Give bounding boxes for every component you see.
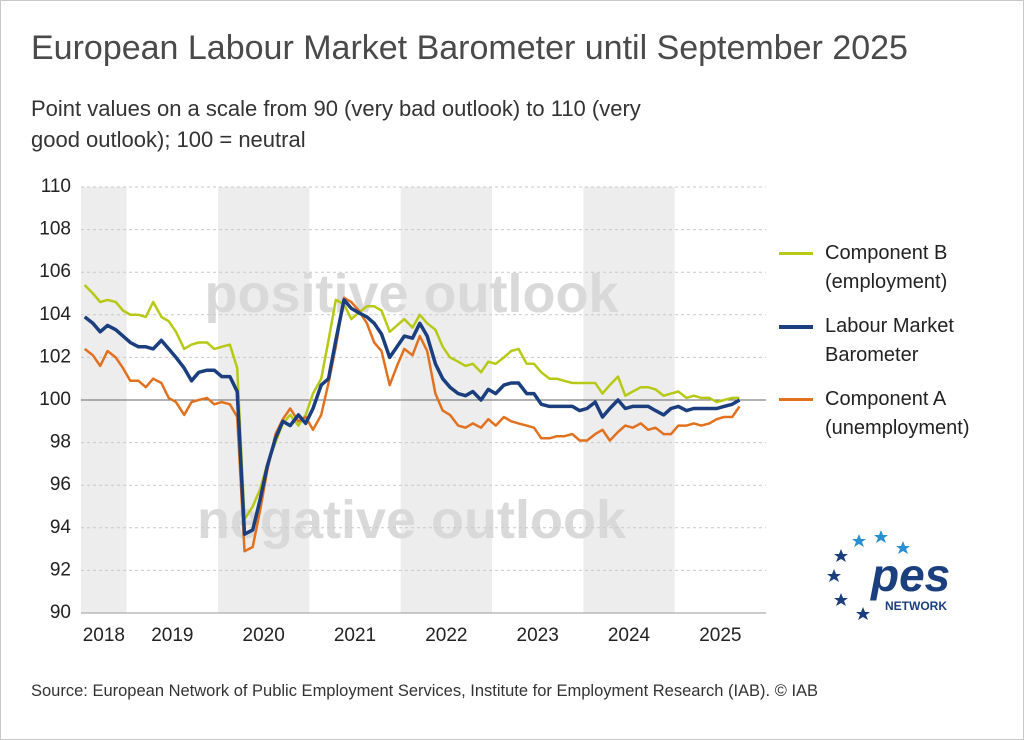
x-tick-label: 2022 [425,625,467,646]
y-tick-label: 96 [50,474,71,495]
y-tick-label: 106 [39,261,71,282]
annotation: negative outlook [197,490,627,550]
source: Source: European Network of Public Emplo… [31,682,819,700]
annotation: positive outlook [204,264,619,324]
chart-title: European Labour Market Barometer until S… [31,29,908,67]
y-tick-label: 90 [50,602,71,623]
x-tick-label: 2021 [334,625,376,646]
x-tick-label: 2018 [83,625,125,646]
legend-swatch [779,325,813,329]
series-line [83,296,741,553]
y-tick-label: 108 [39,219,71,240]
series-line [83,298,741,536]
y-tick-label: 100 [39,389,71,410]
legend-item: Component B (employment) [779,239,1015,297]
y-tick-label: 110 [41,176,71,197]
y-tick-label: 92 [50,559,71,580]
chart-subtitle: Point values on a scale from 90 (very ba… [31,96,641,152]
x-tick-label: 2020 [243,625,285,646]
y-tick-label: 94 [50,517,72,538]
legend-item: Component A (unemployment) [779,385,1015,443]
logo-text: pes [869,549,950,601]
legend-label: Component A (unemployment) [825,388,970,439]
logo-stars [827,530,910,620]
x-tick-label: 2024 [608,625,651,646]
legend-label: Labour Market Barometer [825,315,954,366]
legend-swatch [779,252,813,255]
legend-swatch [779,398,813,401]
y-tick-label: 98 [50,432,71,453]
legend: Component B (employment) Labour Market Ba… [779,239,1015,458]
legend-item: Labour Market Barometer [779,312,1015,370]
logo-subtext: NETWORK [885,599,947,613]
legend-label: Component B (employment) [825,242,948,293]
x-tick-label: 2025 [699,625,741,646]
x-tick-label: 2019 [151,625,193,646]
x-tick-label: 2023 [517,625,559,646]
y-tick-label: 102 [39,346,71,367]
y-tick-label: 104 [39,304,71,325]
series-line [83,284,740,521]
